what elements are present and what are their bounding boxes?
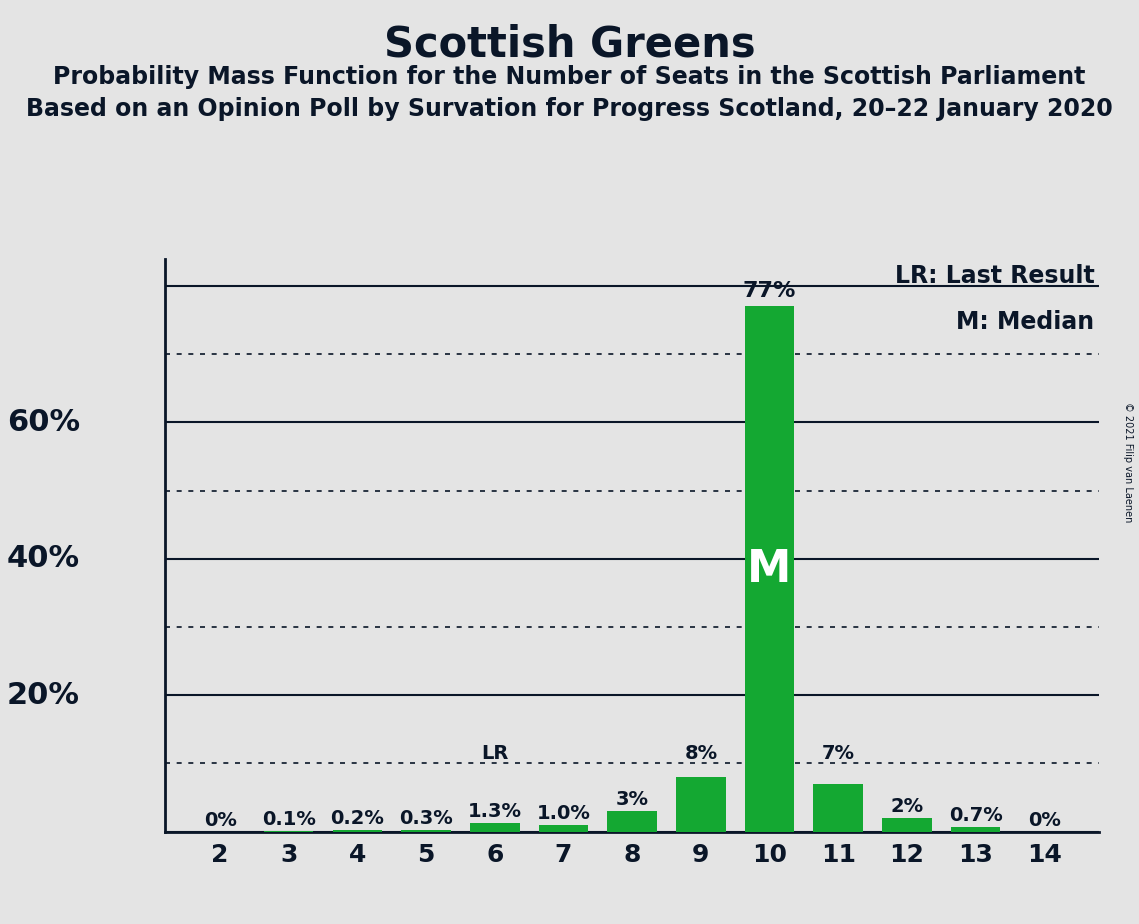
- Text: LR: LR: [481, 744, 508, 762]
- Text: M: Median: M: Median: [957, 310, 1095, 334]
- Bar: [951, 827, 1000, 832]
- Text: 8%: 8%: [685, 744, 718, 762]
- Bar: [607, 811, 657, 832]
- Bar: [677, 777, 726, 832]
- Text: Probability Mass Function for the Number of Seats in the Scottish Parliament: Probability Mass Function for the Number…: [54, 65, 1085, 89]
- Text: 77%: 77%: [743, 281, 796, 301]
- Text: 40%: 40%: [7, 544, 80, 573]
- Text: 2%: 2%: [891, 796, 924, 816]
- Text: 0.1%: 0.1%: [262, 809, 316, 829]
- Text: 0.7%: 0.7%: [949, 806, 1002, 825]
- Text: 1.0%: 1.0%: [536, 804, 590, 822]
- Text: © 2021 Filip van Laenen: © 2021 Filip van Laenen: [1123, 402, 1133, 522]
- Bar: [882, 818, 932, 832]
- Bar: [470, 822, 519, 832]
- Text: 1.3%: 1.3%: [468, 802, 522, 821]
- Text: M: M: [747, 548, 792, 590]
- Text: 0.2%: 0.2%: [330, 809, 384, 828]
- Bar: [745, 307, 794, 832]
- Text: Scottish Greens: Scottish Greens: [384, 23, 755, 65]
- Bar: [333, 831, 383, 832]
- Text: 7%: 7%: [821, 744, 854, 762]
- Text: 0%: 0%: [204, 810, 237, 830]
- Bar: [401, 830, 451, 832]
- Text: LR: Last Result: LR: Last Result: [895, 264, 1095, 288]
- Bar: [813, 784, 863, 832]
- Text: 20%: 20%: [7, 681, 80, 710]
- Bar: [539, 825, 588, 832]
- Text: 60%: 60%: [7, 407, 80, 437]
- Text: 0%: 0%: [1027, 810, 1060, 830]
- Text: 0.3%: 0.3%: [400, 808, 453, 828]
- Text: 3%: 3%: [616, 790, 648, 809]
- Text: Based on an Opinion Poll by Survation for Progress Scotland, 20–22 January 2020: Based on an Opinion Poll by Survation fo…: [26, 97, 1113, 121]
